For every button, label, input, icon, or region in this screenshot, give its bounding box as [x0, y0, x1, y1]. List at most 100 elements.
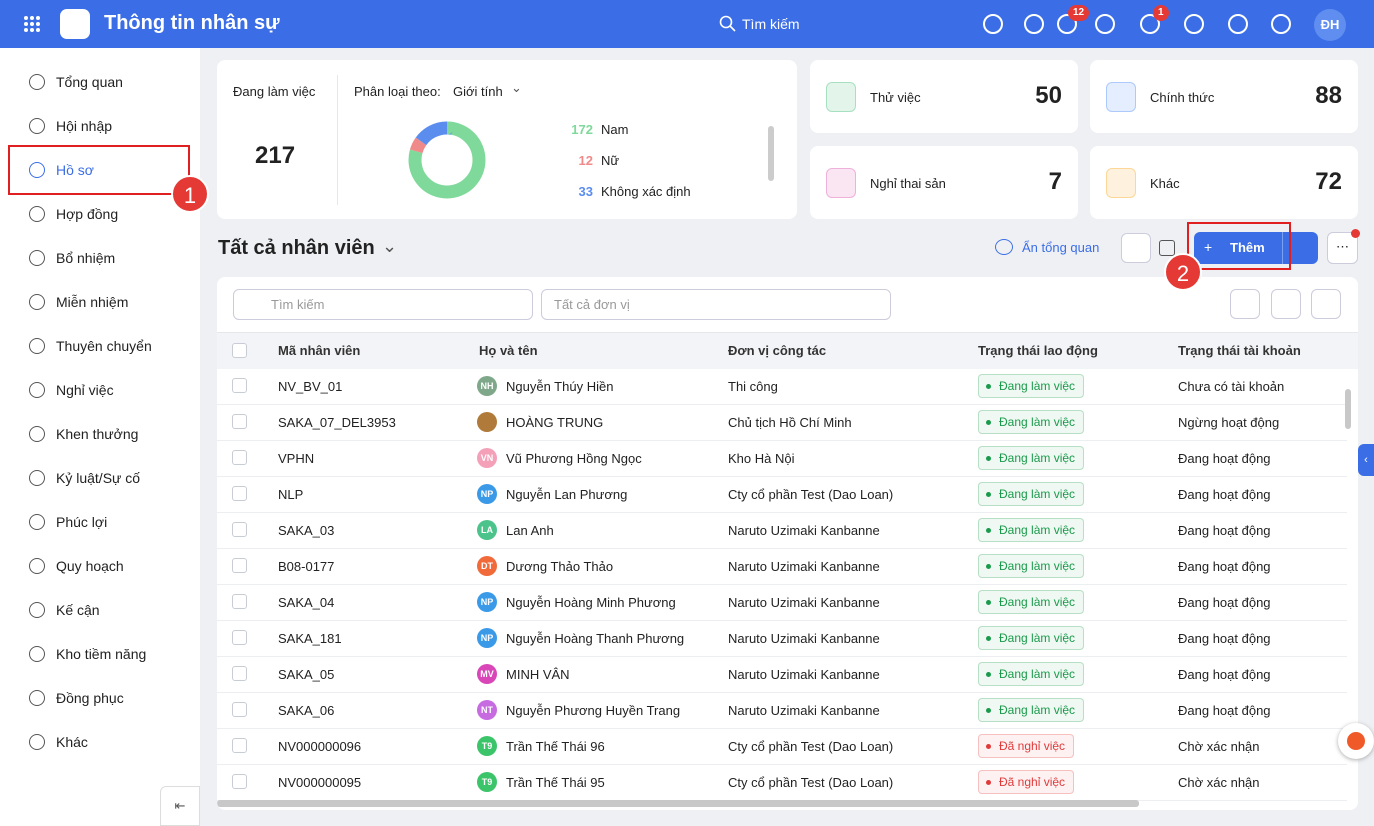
checkbox[interactable]	[232, 522, 247, 537]
unit: Kho Hà Nội	[728, 451, 795, 466]
header-icon[interactable]	[1057, 14, 1077, 34]
header-icon[interactable]	[1140, 14, 1160, 34]
employee-name[interactable]: Nguyễn Thúy Hiền	[506, 379, 614, 394]
nav-item[interactable]: Miễn nhiệm	[56, 294, 129, 310]
header-icon[interactable]	[983, 14, 1003, 34]
nav-item[interactable]: Phúc lợi	[56, 514, 108, 530]
header-icon[interactable]	[1228, 14, 1248, 34]
avatar	[477, 412, 497, 432]
checkbox[interactable]	[232, 774, 247, 789]
list-view-button[interactable]	[1121, 233, 1151, 263]
account-status: Chờ xác nhận	[1178, 775, 1260, 790]
employee-name[interactable]: Trần Thế Thái 96	[506, 739, 605, 754]
checkbox[interactable]	[232, 594, 247, 609]
nav-item[interactable]: Khen thưởng	[56, 426, 139, 442]
nav-item[interactable]: Hồ sơ	[56, 162, 94, 178]
panel-view-button[interactable]	[1159, 240, 1175, 256]
checkbox[interactable]	[232, 666, 247, 681]
checkbox[interactable]	[232, 486, 247, 501]
stat-card: Thử việc 50	[810, 60, 1078, 133]
nav-item[interactable]: Hợp đồng	[56, 206, 119, 222]
employee-table: Tìm kiếm Tất cả đơn vị Mã nhân viên Họ và t…	[217, 277, 1358, 810]
group-by-value[interactable]: Giới tính	[453, 84, 503, 99]
apps-icon[interactable]	[23, 15, 41, 33]
checkbox[interactable]	[232, 702, 247, 717]
employee-name[interactable]: Nguyễn Hoàng Thanh Phương	[506, 631, 685, 646]
nav-item[interactable]: Kho tiềm năng	[56, 646, 147, 662]
employee-name[interactable]: Vũ Phương Hồng Ngọc	[506, 451, 642, 466]
nav-icon	[29, 250, 45, 266]
search-icon[interactable]	[719, 15, 737, 33]
nav-item[interactable]: Đồng phục	[56, 690, 124, 706]
nav-item[interactable]: Khác	[56, 734, 88, 750]
unit-select[interactable]	[541, 289, 891, 320]
employee-code: NLP	[278, 487, 304, 502]
nav-item[interactable]: Nghỉ việc	[56, 382, 114, 398]
employee-name[interactable]: Nguyễn Hoàng Minh Phương	[506, 595, 676, 610]
add-button[interactable]: + Thêm	[1194, 232, 1318, 264]
status-dot	[986, 564, 991, 569]
card-label: Thử việc	[870, 90, 921, 105]
checkbox[interactable]	[232, 738, 247, 753]
header-icon[interactable]	[1024, 14, 1044, 34]
employee-name[interactable]: Trần Thế Thái 95	[506, 775, 605, 790]
account-status: Đang hoạt động	[1178, 667, 1271, 682]
header-search[interactable]: Tìm kiếm	[742, 16, 800, 32]
hide-summary[interactable]: Ẩn tổng quan	[1022, 240, 1100, 255]
tool-button[interactable]	[1230, 289, 1260, 319]
nav-icon	[29, 646, 45, 662]
h-scrollbar	[217, 800, 1139, 807]
status-pill: Đang làm việc	[978, 482, 1085, 506]
status-pill: Đang làm việc	[978, 374, 1085, 398]
header-icon[interactable]	[1095, 14, 1115, 34]
nav-item[interactable]: Tổng quan	[56, 74, 123, 90]
search-placeholder: Tìm kiếm	[271, 297, 325, 312]
tool-button[interactable]	[1311, 289, 1341, 319]
nav-icon	[29, 382, 45, 398]
avatar: LA	[477, 520, 497, 540]
badge: 12	[1068, 5, 1090, 21]
employee-name[interactable]: Nguyễn Phương Huyền Trang	[506, 703, 681, 718]
unit: Thi công	[728, 379, 778, 394]
tool-button[interactable]	[1271, 289, 1301, 319]
checkbox[interactable]	[232, 630, 247, 645]
eye-icon[interactable]	[995, 239, 1013, 255]
checkbox[interactable]	[232, 378, 247, 393]
nav-item[interactable]: Kỷ luật/Sự cố	[56, 470, 141, 486]
nav-item[interactable]: Hội nhập	[56, 118, 113, 134]
employee-name[interactable]: Lan Anh	[506, 523, 554, 538]
nav-icon	[29, 74, 45, 90]
header-icon[interactable]	[1271, 14, 1291, 34]
nav-item[interactable]: Kế cận	[56, 602, 100, 618]
employee-code: SAKA_05	[278, 667, 335, 682]
nav-item[interactable]: Thuyên chuyển	[56, 338, 152, 354]
user-avatar[interactable]: ĐH	[1314, 9, 1346, 41]
status-pill: Đang làm việc	[978, 554, 1085, 578]
checkbox[interactable]	[232, 558, 247, 573]
unit: Naruto Uzimaki Kanbanne	[728, 595, 880, 610]
side-tab[interactable]: ‹	[1358, 444, 1374, 476]
legend-count: 172	[571, 122, 593, 137]
search-input[interactable]	[233, 289, 533, 320]
collapse-button[interactable]: ⇤	[160, 786, 200, 826]
row-line	[217, 440, 1347, 441]
employee-code: SAKA_06	[278, 703, 335, 718]
checkbox[interactable]	[232, 450, 247, 465]
employee-name[interactable]: Nguyễn Lan Phương	[506, 487, 628, 502]
card-icon	[1106, 168, 1136, 198]
checkbox[interactable]	[232, 414, 247, 429]
header: Thông tin nhân sự Tìm kiếm 12 1 ĐH	[0, 0, 1374, 48]
avatar: T9	[477, 772, 497, 792]
nav-item[interactable]: Quy hoạch	[56, 558, 124, 574]
header-icon[interactable]	[1184, 14, 1204, 34]
status-dot	[986, 600, 991, 605]
status-pill: Đang làm việc	[978, 590, 1085, 614]
employee-name[interactable]: MINH VÂN	[506, 667, 570, 682]
nav-item[interactable]: Bổ nhiệm	[56, 250, 116, 266]
status-dot	[986, 744, 991, 749]
row-line	[217, 584, 1347, 585]
status-pill: Đang làm việc	[978, 446, 1085, 470]
employee-name[interactable]: HOÀNG TRUNG	[506, 415, 604, 430]
employee-name[interactable]: Dương Thảo Thảo	[506, 559, 614, 574]
assistant-button[interactable]	[1338, 723, 1374, 759]
